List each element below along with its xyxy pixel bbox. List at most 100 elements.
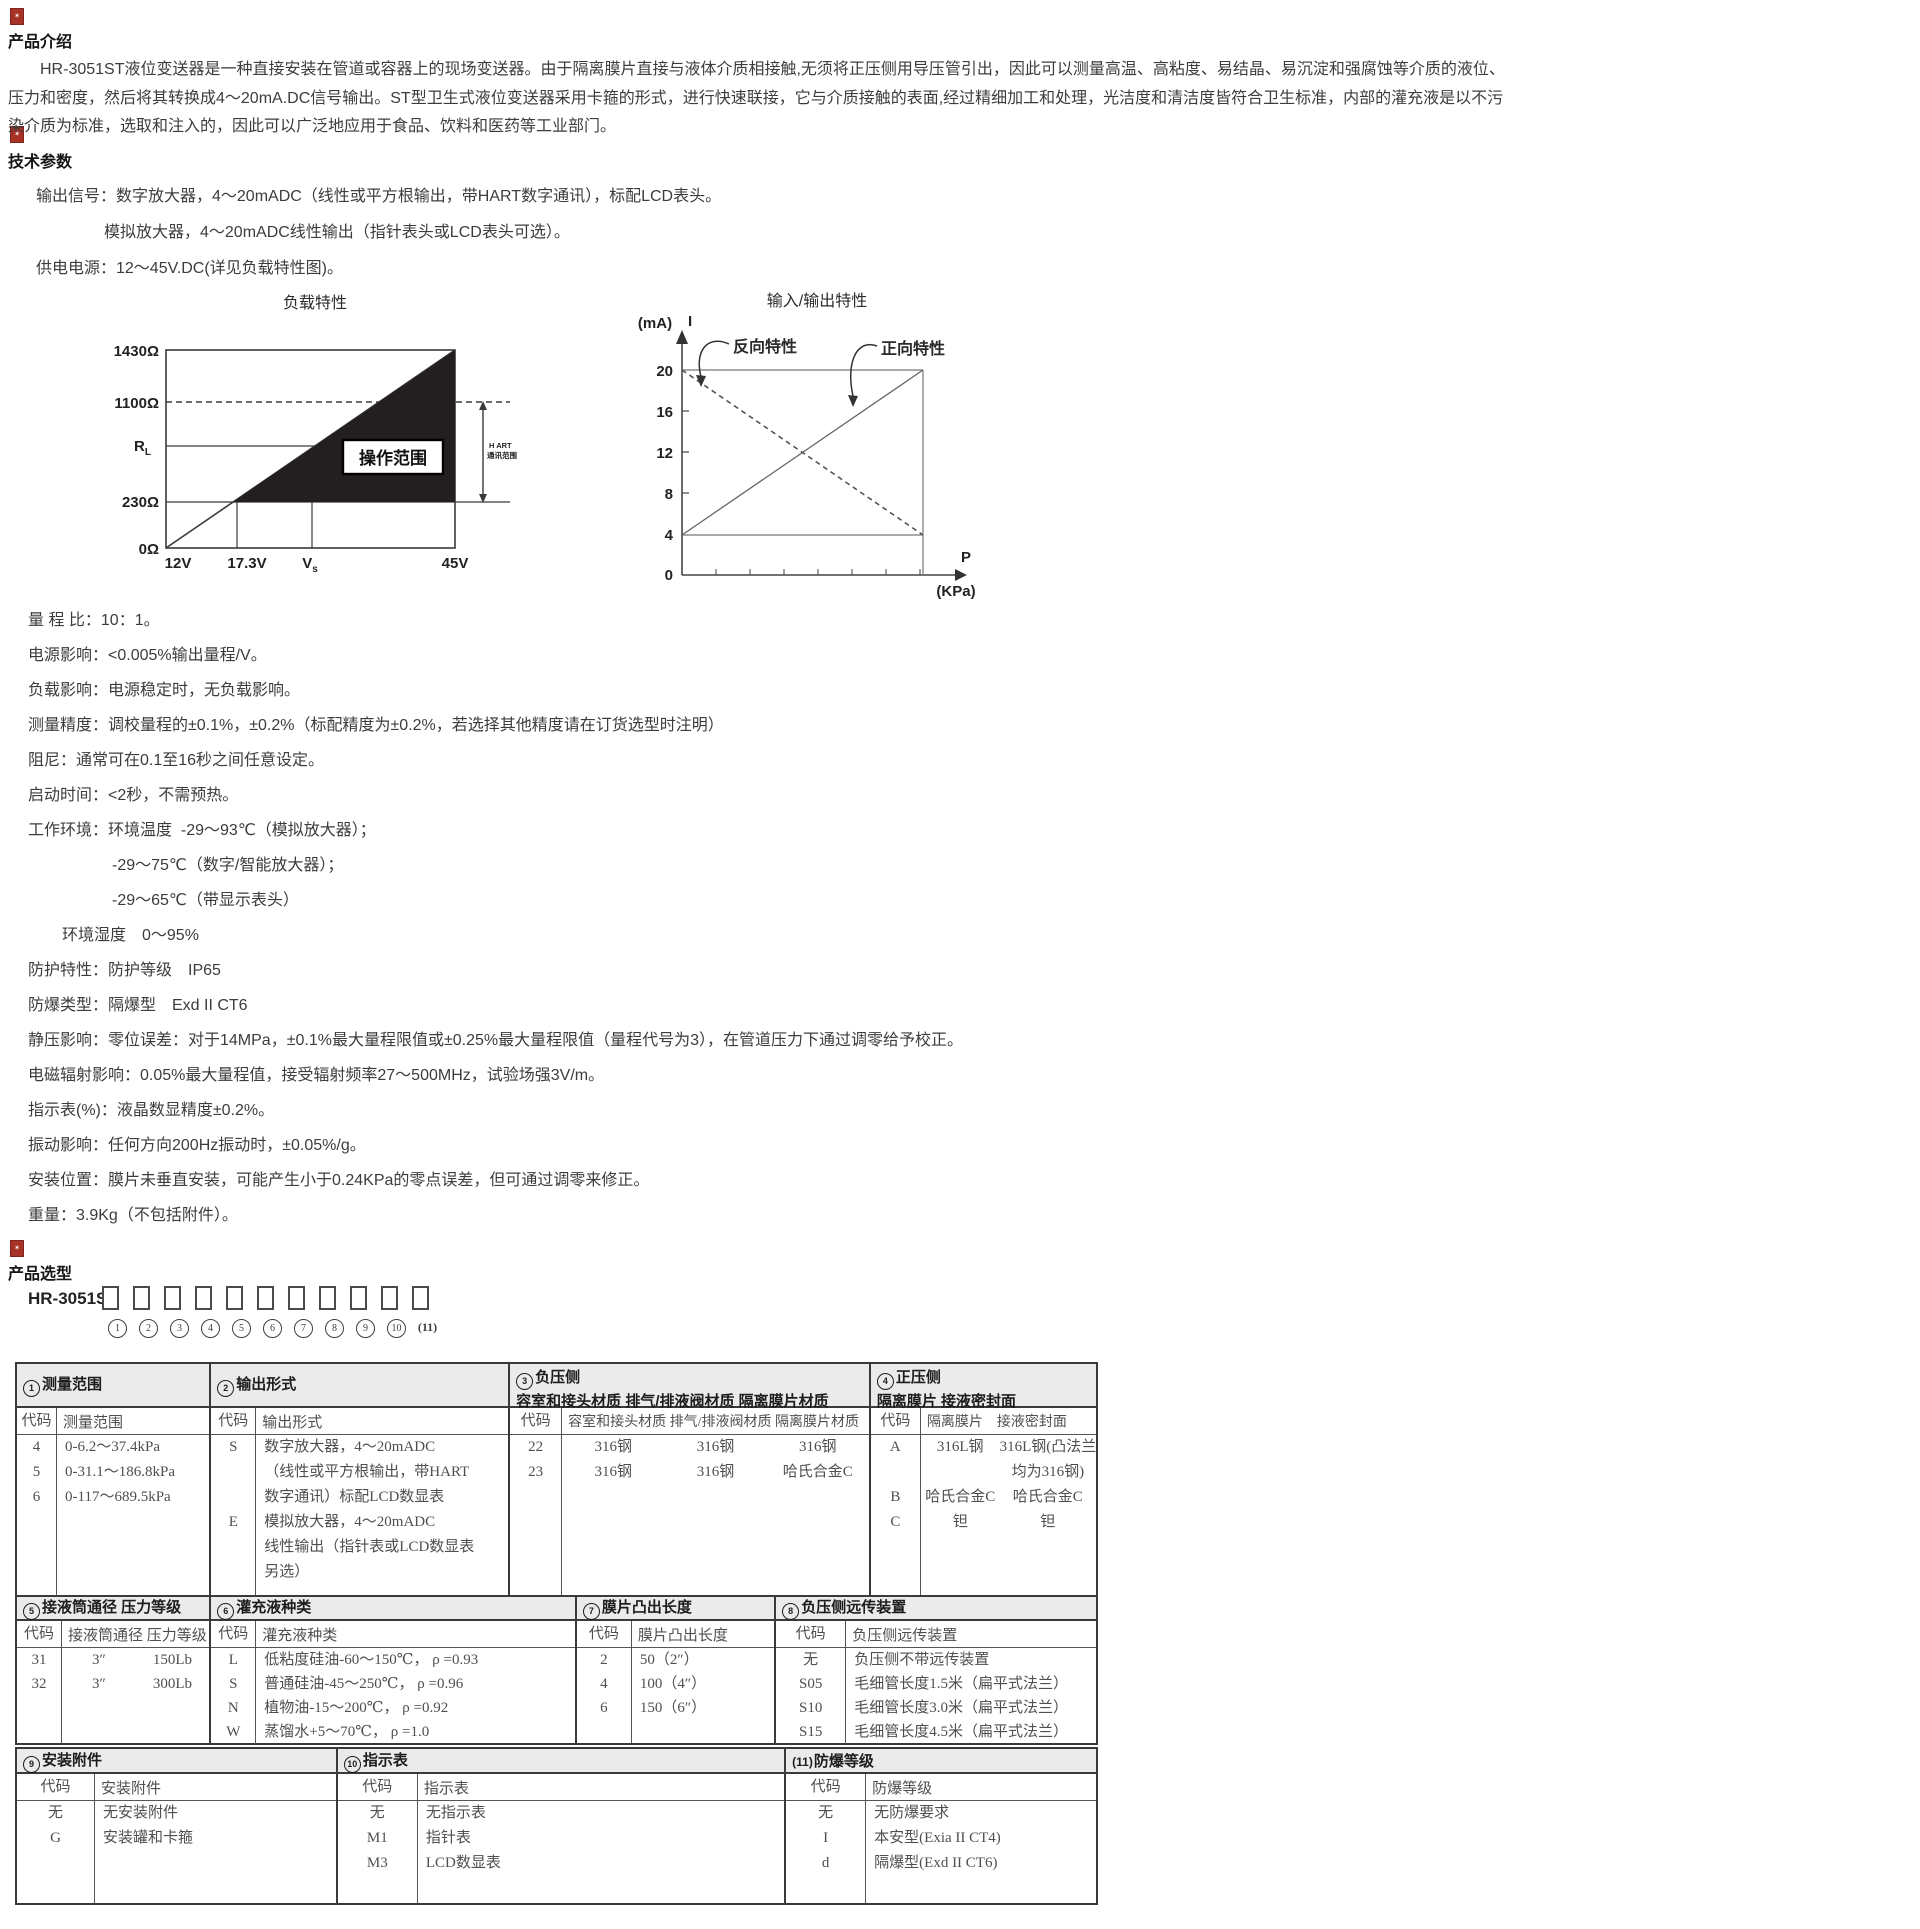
spec-line: 指示表(%)：液晶数显精度±0.2%。 xyxy=(28,1102,275,1119)
ytick: 20 xyxy=(656,363,673,380)
circled-number: 5 xyxy=(232,1319,251,1338)
y-axis-label: I xyxy=(688,313,692,330)
code-box-2 xyxy=(133,1286,150,1310)
section-header: (11)防爆等级 xyxy=(786,1749,1096,1774)
spec-line: 静压影响：零位误差：对于14MPa，±0.1%最大量程限值或±0.25%最大量程… xyxy=(28,1032,963,1049)
circled-number: 1 xyxy=(108,1319,127,1338)
value-header: 膜片凸出长度 xyxy=(637,1627,728,1644)
region-label-box xyxy=(341,438,445,476)
intro-paragraph: HR-3051ST液位变送器是一种直接安装在管道或容器上的现场变送器。由于隔离膜… xyxy=(8,61,1505,135)
table-band-2: 5 接液筒通径 压力等级 代码 接液筒通径 压力等级 31 32 3″ 150Lb 3… xyxy=(15,1595,1098,1745)
value-cell: 0-117～689.5kPa xyxy=(65,1489,171,1505)
section-title: 膜片凸出长度 xyxy=(601,1599,692,1616)
value-header: 安装附件 xyxy=(101,1780,162,1797)
value-cell: 安装罐和卡箍 xyxy=(103,1830,194,1846)
section-title: 灌充液种类 xyxy=(236,1599,312,1616)
section-fill-fluid: 6 灌充液种类 代码 灌充液种类 L S N W 低粘度硅油-60～150℃， ρ … xyxy=(209,1597,575,1744)
code-cell: I xyxy=(823,1830,829,1846)
value-cell: 低粘度硅油-60～150℃， ρ =0.93 xyxy=(264,1652,479,1668)
section-number: 4 xyxy=(876,1373,894,1390)
broken-image-icon xyxy=(10,126,24,143)
circled-number: 10 xyxy=(387,1319,406,1338)
section-number: 9 xyxy=(23,1755,40,1773)
code-cell: C xyxy=(890,1514,901,1530)
spec-line: 环境湿度 0～95% xyxy=(62,927,199,944)
value-cell: 无安装附件 xyxy=(103,1805,179,1821)
x-unit: (KPa) xyxy=(936,583,975,600)
value-cell: 普通硅油-45～250℃， ρ =0.96 xyxy=(264,1676,464,1692)
section-header: 1 测量范围 xyxy=(17,1364,210,1408)
circled-number: 8 xyxy=(325,1319,344,1338)
section-header: 5 接液筒通径 压力等级 xyxy=(17,1597,210,1621)
spec-line: 工作环境：环境温度 -29～93℃（模拟放大器）； xyxy=(28,822,376,839)
xtick-vs: Vs xyxy=(302,555,318,575)
code-cell: 31 xyxy=(31,1652,47,1668)
section-number: 5 xyxy=(23,1603,40,1620)
broken-image-icon xyxy=(10,1240,24,1257)
circled-number: 3 xyxy=(170,1319,189,1338)
code-header: 代码 xyxy=(17,1774,95,1800)
value-header: 隔离膜片 接液密封面 xyxy=(926,1415,1067,1430)
code-cell: N xyxy=(227,1700,239,1716)
selection-numbers: 1 2 3 4 5 6 7 8 9 10 (11) xyxy=(102,1319,443,1338)
code-box-5 xyxy=(226,1286,243,1310)
ytick: 1430Ω xyxy=(114,343,159,360)
load-characteristic-chart: 负载特性 操作范围 H ART 通讯范围 1430Ω 1100Ω RL 230Ω… xyxy=(114,294,518,575)
code-box-8 xyxy=(319,1286,336,1310)
value-cell: 316钢 xyxy=(696,1464,735,1480)
section-header: 10 指示表 xyxy=(337,1749,785,1774)
value-header: 接液筒通径 压力等级 xyxy=(68,1627,207,1644)
section-header: 4 正压侧 隔离膜片 接液密封面 xyxy=(870,1364,1096,1410)
section-measuring-range: 1 测量范围 代码 测量范围 4 5 6 0-6.2～37.4kPa 0-31.1～… xyxy=(17,1364,210,1595)
ytick: 230Ω xyxy=(122,494,159,511)
code-header: 代码 xyxy=(871,1408,921,1434)
value-cell: 3″ xyxy=(91,1652,106,1668)
code-cell: 无 xyxy=(47,1805,63,1821)
value-header: 容室和接头材质 排气/排液阀材质 隔离膜片材质 xyxy=(568,1415,860,1430)
spec-line: 输出信号：数字放大器，4～20mADC（线性或平方根输出，带HART数字通讯），… xyxy=(36,188,722,205)
value-cell: 哈氏合金C xyxy=(782,1464,853,1480)
ytick: 12 xyxy=(656,445,673,462)
code-cell: B xyxy=(890,1489,901,1505)
spec-line: 阻尼：通常可在0.1至16秒之间任意设定。 xyxy=(28,752,325,769)
section-remote-device: 8 负压侧远传装置 代码 负压侧远传装置 无 S05 S10 S15 负压侧不带远传… xyxy=(774,1597,1096,1744)
section-title: 防爆等级 xyxy=(813,1753,874,1770)
hart-label-1: H ART xyxy=(489,441,512,450)
ytick: 8 xyxy=(665,486,673,503)
code-cell: L xyxy=(228,1652,238,1668)
value-cell: 植物油-15～200℃， ρ =0.92 xyxy=(264,1700,449,1716)
code-cell xyxy=(211,1460,255,1485)
code-cell: A xyxy=(889,1439,901,1455)
model-prefix: HR-3051ST xyxy=(28,1289,118,1308)
section-title: 指示表 xyxy=(362,1751,408,1769)
tech-heading: 技术参数 xyxy=(8,154,73,171)
circled-number: 4 xyxy=(201,1319,220,1338)
section-header: 2 输出形式 xyxy=(211,1364,509,1408)
value-cell: 数字放大器，4～20mADC xyxy=(264,1439,436,1455)
section-number: 2 xyxy=(217,1380,235,1397)
selection-boxes xyxy=(102,1286,429,1310)
value-cell: 150Lb xyxy=(152,1652,193,1668)
value-cell: 316钢 xyxy=(594,1464,633,1480)
section-diaphragm-extension: 7 膜片凸出长度 代码 膜片凸出长度 2 4 6 50（2″） 100（4″） 15… xyxy=(574,1597,775,1743)
value-cell: 50（2″） xyxy=(639,1652,699,1668)
value-cell: 哈氏合金C xyxy=(925,1489,996,1505)
arrow-right-icon xyxy=(955,569,967,581)
section-indicator: 10 指示表 代码 指示表 无 M1 M3 无指示表 指针表 LCD数显表 xyxy=(335,1749,785,1903)
reverse-series-label: 反向特性 xyxy=(733,337,797,356)
value-cell: 另选） xyxy=(264,1564,310,1580)
value-cell: 钽 xyxy=(1040,1514,1056,1530)
section-header: 6 灌充液种类 xyxy=(211,1597,575,1621)
section-number: 1 xyxy=(23,1380,40,1397)
spec-line: -29～75℃（数字/智能放大器）； xyxy=(112,857,344,874)
arrow-up-icon xyxy=(676,330,688,344)
value-cell: 哈氏合金C xyxy=(1012,1489,1083,1505)
section-title: 正压侧 xyxy=(895,1369,941,1386)
intro-heading: 产品介绍 xyxy=(8,34,73,51)
value-cell: 300Lb xyxy=(152,1676,193,1692)
spec-line: 负载影响：电源稳定时，无负载影响。 xyxy=(28,682,301,699)
section-header: 7 膜片凸出长度 xyxy=(576,1597,775,1621)
code-box-1 xyxy=(102,1286,119,1310)
code-cell: M3 xyxy=(366,1855,388,1871)
section-output-form: 2 输出形式 代码 输出形式 S E 数字放大器，4～20mADC （线性或平方根输… xyxy=(209,1364,509,1595)
